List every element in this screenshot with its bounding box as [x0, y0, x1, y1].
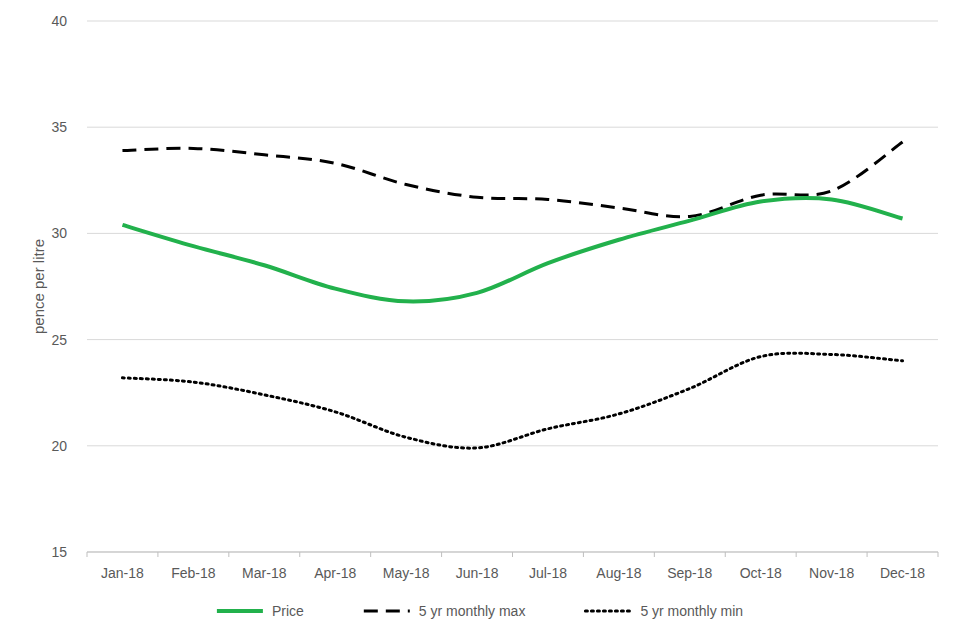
x-boundary-tick — [228, 552, 229, 557]
x-tick-label: Mar-18 — [242, 565, 287, 581]
plot-area — [122, 142, 902, 448]
legend-label: 5 yr monthly max — [419, 603, 526, 619]
y-tick-label: 25 — [51, 332, 67, 348]
x-boundary-tick — [299, 552, 300, 557]
y-axis-label: pence per litre — [30, 239, 47, 334]
x-tick-label: May-18 — [383, 565, 430, 581]
legend-label: Price — [272, 603, 304, 619]
x-boundary-tick — [796, 552, 797, 557]
y-tick-label: 15 — [51, 544, 67, 560]
x-boundary-tick — [867, 552, 868, 557]
x-boundary-tick — [157, 552, 158, 557]
x-boundary-tick — [441, 552, 442, 557]
x-tick-label: Jan-18 — [101, 565, 144, 581]
grid-line — [87, 21, 938, 22]
x-boundary-tick — [583, 552, 584, 557]
grid-line — [87, 445, 938, 446]
legend-swatch — [217, 609, 263, 613]
x-tick-label: Feb-18 — [171, 565, 216, 581]
x-boundary-tick — [725, 552, 726, 557]
y-tick-label: 30 — [51, 225, 67, 241]
x-tick-label: Sep-18 — [667, 565, 712, 581]
series-line — [122, 198, 902, 302]
x-tick-label: Aug-18 — [596, 565, 641, 581]
chart: 15 20 25 30 35 40 Jan-18 Feb-18 Mar-18 Apr-18 May-… — [0, 0, 960, 640]
y-tick-label: 35 — [51, 119, 67, 135]
x-tick-label: Dec-18 — [880, 565, 925, 581]
grid-line — [87, 127, 938, 128]
series-line — [122, 353, 902, 448]
y-tick-label: 40 — [51, 13, 67, 29]
legend-swatch — [585, 610, 631, 613]
x-boundary-tick — [87, 552, 88, 557]
x-tick-label: Nov-18 — [809, 565, 854, 581]
series-line — [122, 142, 902, 217]
x-boundary-tick — [938, 552, 939, 557]
legend-label: 5 yr monthly min — [640, 603, 743, 619]
x-tick-label: Jul-18 — [529, 565, 567, 581]
grid-line — [87, 339, 938, 340]
legend: Price 5 yr monthly max 5 yr monthly min — [217, 603, 743, 619]
legend-swatch — [364, 610, 410, 613]
x-boundary-tick — [370, 552, 371, 557]
x-tick-label: Apr-18 — [314, 565, 356, 581]
x-boundary-tick — [512, 552, 513, 557]
grid-line — [87, 233, 938, 234]
y-tick-label: 20 — [51, 438, 67, 454]
x-tick-label: Oct-18 — [740, 565, 782, 581]
x-tick-label: Jun-18 — [456, 565, 499, 581]
x-boundary-tick — [654, 552, 655, 557]
